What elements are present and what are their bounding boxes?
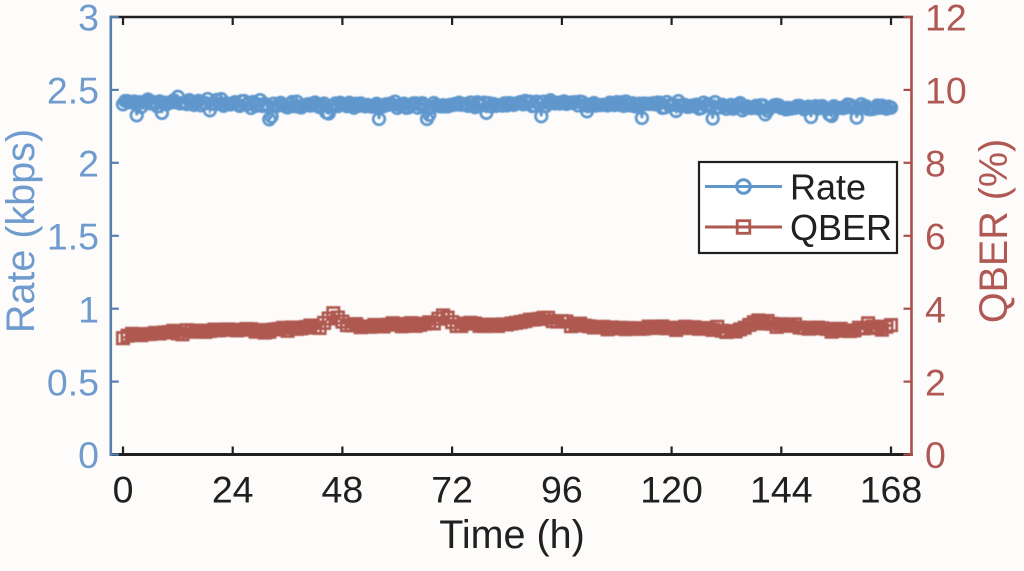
svg-text:Rate (kbps): Rate (kbps): [0, 129, 43, 333]
svg-text:12: 12: [925, 0, 967, 39]
svg-text:144: 144: [750, 469, 813, 511]
svg-text:10: 10: [925, 70, 967, 112]
svg-text:8: 8: [925, 143, 946, 185]
svg-text:0: 0: [78, 434, 99, 476]
svg-text:24: 24: [212, 469, 254, 511]
svg-text:2.5: 2.5: [47, 70, 99, 112]
svg-text:0: 0: [925, 434, 946, 476]
svg-text:1: 1: [78, 288, 99, 330]
svg-text:0: 0: [113, 469, 134, 511]
svg-text:48: 48: [322, 469, 364, 511]
svg-text:168: 168: [860, 469, 923, 511]
svg-text:4: 4: [925, 288, 946, 330]
svg-text:2: 2: [78, 143, 99, 185]
svg-text:0.5: 0.5: [47, 361, 99, 403]
svg-text:96: 96: [541, 469, 583, 511]
svg-text:Time (h): Time (h): [439, 513, 585, 557]
svg-text:QBER: QBER: [790, 207, 892, 248]
svg-text:2: 2: [925, 361, 946, 403]
svg-text:QBER (%): QBER (%): [972, 139, 1016, 323]
svg-text:120: 120: [640, 469, 703, 511]
svg-text:Rate: Rate: [790, 166, 866, 207]
svg-text:3: 3: [78, 0, 99, 39]
svg-text:72: 72: [431, 469, 473, 511]
svg-text:1.5: 1.5: [47, 215, 99, 257]
svg-text:6: 6: [925, 215, 946, 257]
